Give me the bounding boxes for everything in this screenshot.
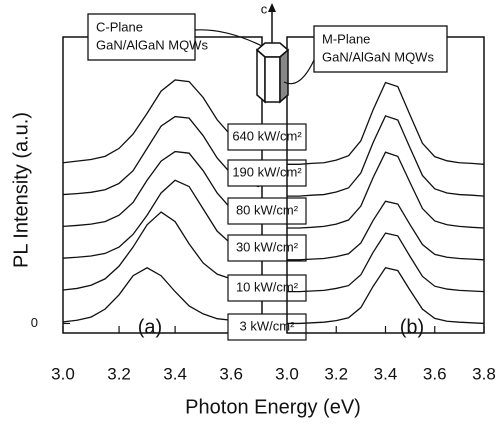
plane-label: M-Plane [322, 31, 370, 46]
spectrum-line [62, 150, 260, 228]
legend-box [227, 197, 307, 225]
legend-label: 3 kW/cm² [240, 318, 296, 333]
pointer [194, 29, 263, 47]
y-tick-label: 0 [31, 315, 38, 330]
plane-label: C-Plane [96, 19, 143, 34]
c-axis-label: c [261, 1, 268, 16]
legend-box [227, 234, 307, 262]
x-tick-label: 3.2 [324, 364, 348, 383]
spectrum-line [287, 151, 485, 229]
x-axis-title: Photon Energy (eV) [185, 396, 361, 418]
spectrum-line [287, 81, 485, 165]
spectrum-line [62, 79, 260, 164]
x-tick-label: 3.2 [107, 364, 131, 383]
legend-label: 80 kW/cm² [236, 202, 299, 217]
spectrum-line [62, 211, 260, 291]
pointer [283, 59, 315, 85]
spectrum-line [62, 179, 260, 259]
crystal-icon: c [194, 1, 315, 104]
plane-box [313, 25, 448, 73]
spectrum-line [287, 232, 485, 293]
plane-label: GaN/AlGaN MQWs [322, 49, 434, 64]
x-tick-label: 3.6 [219, 364, 243, 383]
prism-face [264, 56, 281, 103]
prism-side [256, 48, 266, 104]
prism-m-face [279, 48, 289, 104]
x-tick-label: 3.4 [374, 364, 398, 383]
plane-box [87, 13, 196, 61]
x-tick-label: 3.0 [275, 364, 299, 383]
arrow-head [268, 3, 276, 12]
legend-label: 10 kW/cm² [236, 279, 299, 294]
legend-box [227, 274, 307, 302]
spectrum-line [287, 267, 485, 325]
spectrum-line [62, 115, 260, 196]
x-tick-label: 3.4 [163, 364, 187, 383]
x-tick-label: 3.8 [472, 364, 496, 383]
legend-label: 640 kW/cm² [232, 128, 302, 143]
legend-label: 190 kW/cm² [232, 164, 302, 179]
legend-box [227, 123, 307, 151]
panel-label: (a) [138, 316, 162, 338]
plot-frame [286, 36, 485, 334]
legend-label: 30 kW/cm² [236, 239, 299, 254]
legend-box [227, 313, 307, 341]
spectrum-line [287, 200, 485, 261]
spectrum-line [62, 267, 260, 323]
x-tick-label: 3.0 [51, 364, 75, 383]
y-axis-title: PL Intensity (a.u.) [10, 112, 32, 268]
plane-label: GaN/AlGaN MQWs [96, 37, 208, 52]
x-tick-label: 3.6 [423, 364, 447, 383]
spectrum-line [287, 115, 485, 197]
panel-label: (b) [400, 316, 424, 338]
